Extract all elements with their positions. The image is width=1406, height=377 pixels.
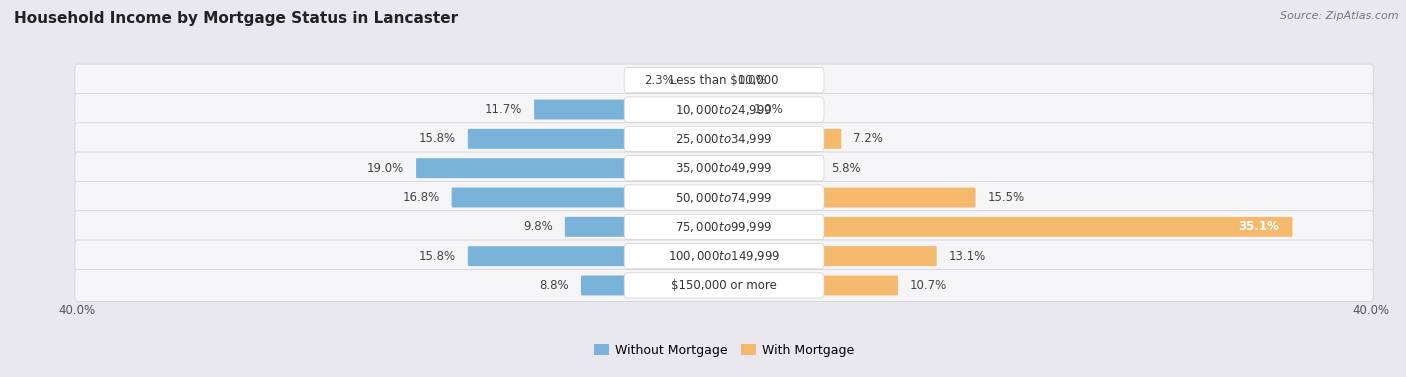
Text: 9.8%: 9.8%: [523, 220, 553, 233]
FancyBboxPatch shape: [75, 269, 1374, 302]
FancyBboxPatch shape: [468, 129, 725, 149]
Text: 16.8%: 16.8%: [402, 191, 440, 204]
FancyBboxPatch shape: [416, 158, 725, 178]
Text: 15.5%: 15.5%: [987, 191, 1025, 204]
FancyBboxPatch shape: [468, 246, 725, 266]
FancyBboxPatch shape: [624, 97, 824, 122]
FancyBboxPatch shape: [723, 276, 898, 296]
Text: $75,000 to $99,999: $75,000 to $99,999: [675, 220, 773, 234]
FancyBboxPatch shape: [723, 100, 741, 120]
FancyBboxPatch shape: [624, 214, 824, 239]
Text: 0.0%: 0.0%: [737, 74, 766, 87]
FancyBboxPatch shape: [75, 181, 1374, 214]
FancyBboxPatch shape: [75, 152, 1374, 184]
FancyBboxPatch shape: [624, 67, 824, 93]
FancyBboxPatch shape: [686, 70, 725, 90]
Text: 11.7%: 11.7%: [485, 103, 522, 116]
FancyBboxPatch shape: [75, 93, 1374, 126]
Text: 15.8%: 15.8%: [419, 132, 456, 146]
Text: Household Income by Mortgage Status in Lancaster: Household Income by Mortgage Status in L…: [14, 11, 458, 26]
FancyBboxPatch shape: [75, 64, 1374, 97]
Text: Source: ZipAtlas.com: Source: ZipAtlas.com: [1281, 11, 1399, 21]
FancyBboxPatch shape: [723, 129, 841, 149]
Text: $35,000 to $49,999: $35,000 to $49,999: [675, 161, 773, 175]
FancyBboxPatch shape: [624, 185, 824, 210]
Text: $150,000 or more: $150,000 or more: [671, 279, 778, 292]
FancyBboxPatch shape: [75, 240, 1374, 272]
FancyBboxPatch shape: [534, 100, 725, 120]
Text: 2.3%: 2.3%: [644, 74, 673, 87]
Text: 5.8%: 5.8%: [831, 162, 860, 175]
FancyBboxPatch shape: [624, 273, 824, 298]
Text: 35.1%: 35.1%: [1237, 220, 1278, 233]
Text: 19.0%: 19.0%: [367, 162, 404, 175]
Text: $100,000 to $149,999: $100,000 to $149,999: [668, 249, 780, 263]
Text: 13.1%: 13.1%: [949, 250, 986, 263]
FancyBboxPatch shape: [581, 276, 725, 296]
FancyBboxPatch shape: [75, 123, 1374, 155]
Legend: Without Mortgage, With Mortgage: Without Mortgage, With Mortgage: [589, 339, 859, 362]
FancyBboxPatch shape: [723, 246, 936, 266]
Text: Less than $10,000: Less than $10,000: [669, 74, 779, 87]
Text: 8.8%: 8.8%: [540, 279, 569, 292]
Text: 1.0%: 1.0%: [754, 103, 783, 116]
FancyBboxPatch shape: [624, 126, 824, 152]
FancyBboxPatch shape: [451, 187, 725, 207]
FancyBboxPatch shape: [624, 244, 824, 269]
FancyBboxPatch shape: [75, 211, 1374, 243]
Text: $10,000 to $24,999: $10,000 to $24,999: [675, 103, 773, 116]
Text: $25,000 to $34,999: $25,000 to $34,999: [675, 132, 773, 146]
FancyBboxPatch shape: [624, 156, 824, 181]
Text: 7.2%: 7.2%: [853, 132, 883, 146]
Text: 15.8%: 15.8%: [419, 250, 456, 263]
FancyBboxPatch shape: [565, 217, 725, 237]
Text: 10.7%: 10.7%: [910, 279, 948, 292]
FancyBboxPatch shape: [723, 187, 976, 207]
Text: $50,000 to $74,999: $50,000 to $74,999: [675, 190, 773, 204]
FancyBboxPatch shape: [723, 217, 1292, 237]
FancyBboxPatch shape: [723, 158, 818, 178]
